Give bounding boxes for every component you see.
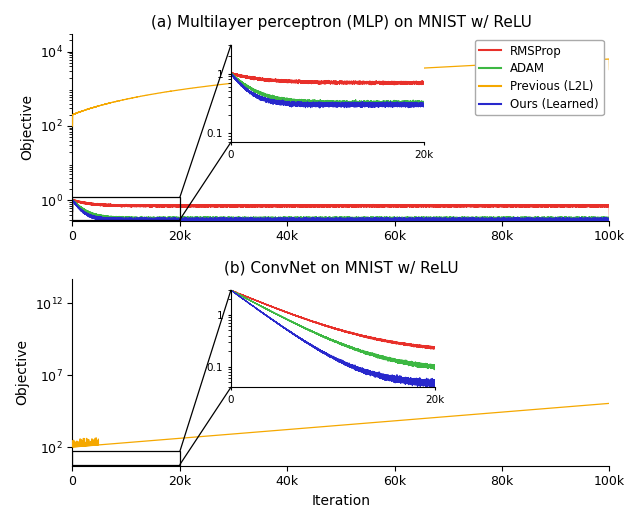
X-axis label: Iteration: Iteration — [312, 494, 371, 508]
Title: (b) ConvNet on MNIST w/ ReLU: (b) ConvNet on MNIST w/ ReLU — [223, 260, 458, 275]
Y-axis label: Objective: Objective — [15, 339, 29, 405]
Y-axis label: Objective: Objective — [20, 94, 34, 161]
Legend: RMSProp, ADAM, Previous (L2L), Ours (Learned): RMSProp, ADAM, Previous (L2L), Ours (Lea… — [475, 40, 604, 116]
Title: (a) Multilayer perceptron (MLP) on MNIST w/ ReLU: (a) Multilayer perceptron (MLP) on MNIST… — [150, 15, 531, 30]
